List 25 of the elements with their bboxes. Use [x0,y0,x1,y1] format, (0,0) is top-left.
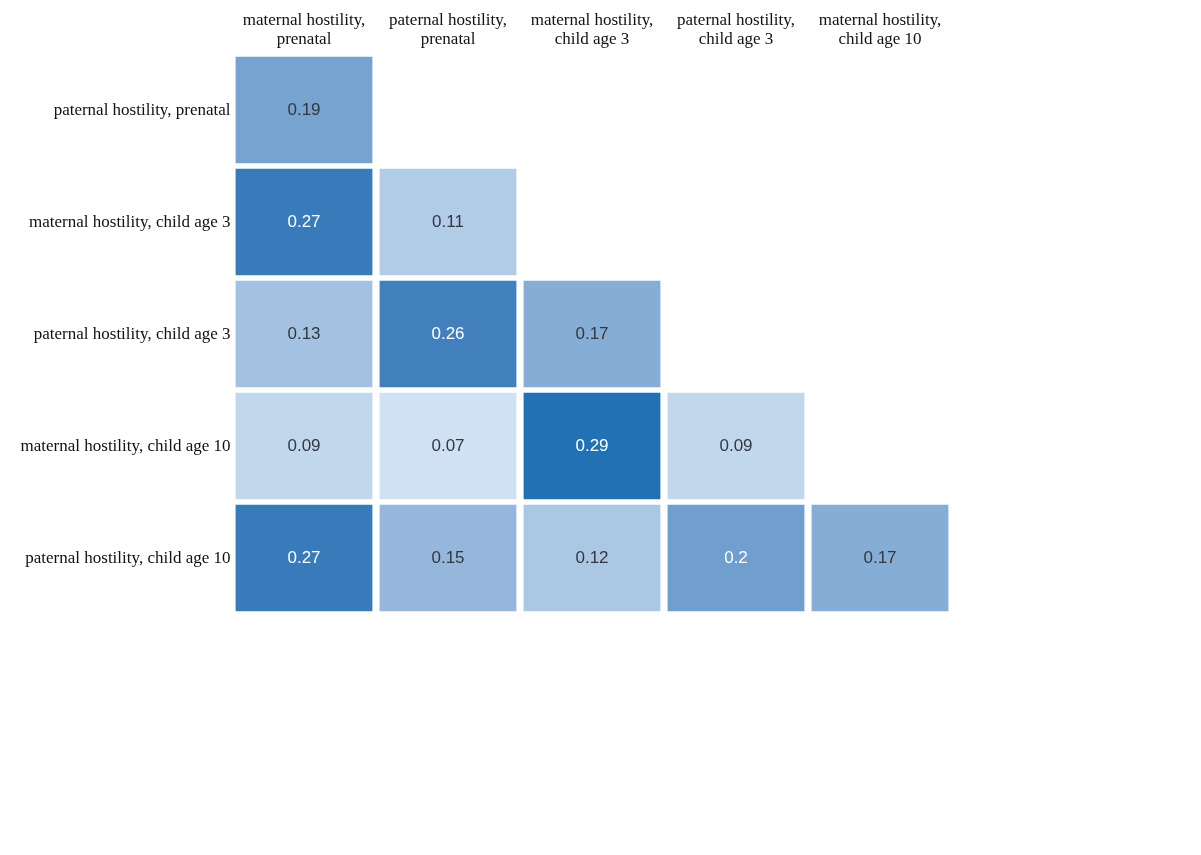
data-label: 0.26 [431,324,465,343]
data-label: 0.12 [575,548,609,567]
data-label: 0.27 [287,212,321,231]
x-tick-label: paternal hostility, prenatal [389,9,507,48]
x-tick-label: maternal hostility, child age 10 [818,9,942,48]
data-label: 0.17 [863,548,897,567]
x-tick-label: paternal hostility, child age 3 [677,9,795,48]
data-label: 0.17 [575,324,609,343]
data-label: 0.13 [287,324,321,343]
data-label: 0.2 [724,548,748,567]
y-tick-label: maternal hostility, child age 3 [29,212,231,231]
x-tick-label: maternal hostility, child age 3 [530,9,654,48]
x-tick-label: maternal hostility, prenatal [242,9,366,48]
y-tick-label: maternal hostility, child age 10 [20,436,231,455]
data-label: 0.09 [287,436,321,455]
data-label: 0.09 [719,436,753,455]
data-label: 0.29 [575,436,609,455]
data-label: 0.07 [431,436,465,455]
y-tick-label: paternal hostility, child age 3 [33,324,231,343]
y-tick-label: paternal hostility, prenatal [53,100,231,119]
data-label: 0.27 [287,548,321,567]
y-tick-label: paternal hostility, child age 10 [25,548,231,567]
data-label: 0.11 [432,212,464,231]
data-label: 0.19 [287,100,321,119]
data-label: 0.15 [431,548,465,567]
